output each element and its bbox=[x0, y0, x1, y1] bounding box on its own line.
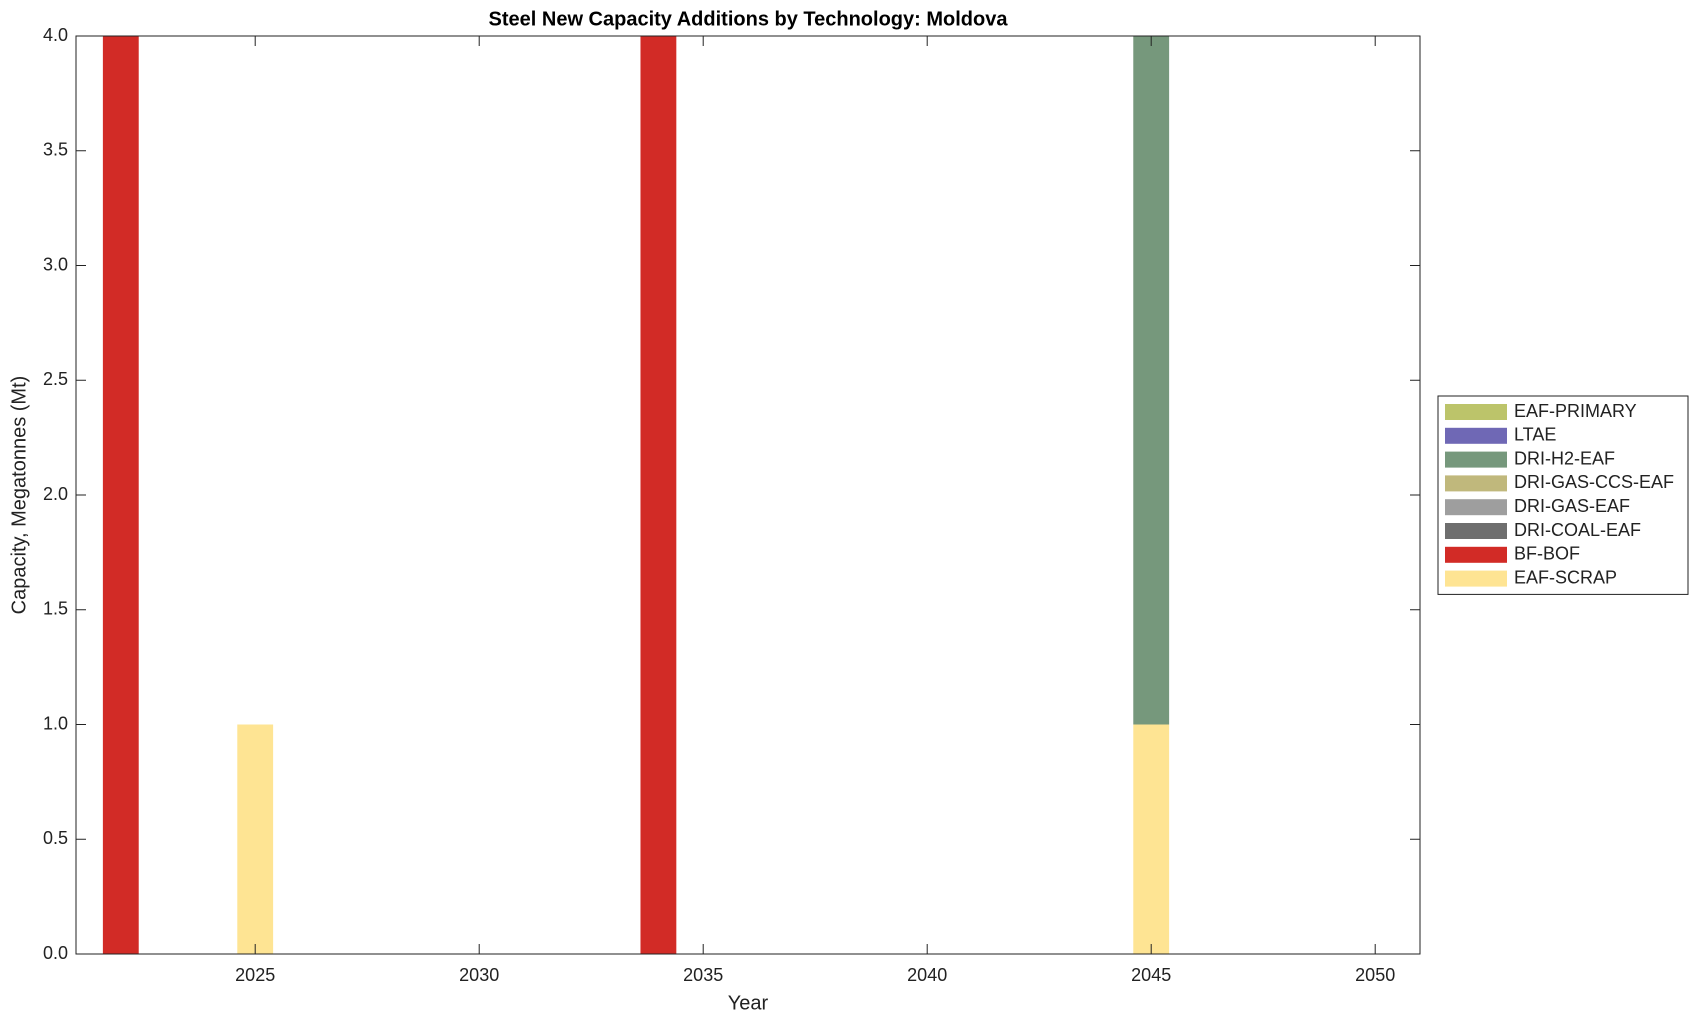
legend-swatch bbox=[1445, 546, 1507, 563]
bar-segment bbox=[1133, 724, 1170, 954]
y-axis-label: Capacity, Megatonnes (Mt) bbox=[8, 376, 30, 615]
legend-label: EAF-SCRAP bbox=[1514, 567, 1617, 587]
bar-segment bbox=[102, 36, 139, 954]
x-tick-label: 2035 bbox=[683, 965, 723, 985]
y-tick-label: 3.0 bbox=[43, 254, 68, 274]
y-tick-label: 3.5 bbox=[43, 140, 68, 160]
legend-label: DRI-H2-EAF bbox=[1514, 448, 1615, 468]
legend-swatch bbox=[1445, 570, 1507, 587]
legend-label: DRI-GAS-CCS-EAF bbox=[1514, 472, 1674, 492]
legend-swatch bbox=[1445, 404, 1507, 420]
legend-label: DRI-COAL-EAF bbox=[1514, 520, 1641, 540]
legend-swatch bbox=[1445, 427, 1507, 444]
legend-label: LTAE bbox=[1514, 425, 1556, 445]
legend-swatch bbox=[1445, 475, 1507, 492]
x-tick-label: 2030 bbox=[459, 965, 499, 985]
legend-label: EAF-PRIMARY bbox=[1514, 401, 1637, 421]
x-tick-label: 2040 bbox=[907, 965, 947, 985]
y-tick-label: 2.5 bbox=[43, 369, 68, 389]
x-tick-label: 2025 bbox=[235, 965, 275, 985]
bar-segment bbox=[1133, 36, 1170, 725]
x-tick-label: 2045 bbox=[1131, 965, 1171, 985]
plot-frame bbox=[75, 35, 1421, 955]
y-tick-label: 4.0 bbox=[43, 25, 68, 45]
legend-swatch bbox=[1445, 499, 1507, 516]
y-tick-label: 2.0 bbox=[43, 484, 68, 504]
y-tick-label: 1.5 bbox=[43, 599, 68, 619]
bar-segment bbox=[237, 724, 274, 954]
x-axis-label: Year bbox=[728, 992, 769, 1014]
y-tick-label: 0.5 bbox=[43, 828, 68, 848]
legend-label: BF-BOF bbox=[1514, 544, 1580, 564]
legend-swatch bbox=[1445, 523, 1507, 539]
legend-swatch bbox=[1445, 451, 1507, 468]
legend-label: DRI-GAS-EAF bbox=[1514, 496, 1630, 516]
y-tick-label: 0.0 bbox=[43, 943, 68, 963]
x-tick-label: 2050 bbox=[1355, 965, 1395, 985]
chart-title: Steel New Capacity Additions by Technolo… bbox=[489, 8, 1009, 30]
y-tick-label: 1.0 bbox=[43, 713, 68, 733]
bar-segment bbox=[640, 36, 677, 954]
